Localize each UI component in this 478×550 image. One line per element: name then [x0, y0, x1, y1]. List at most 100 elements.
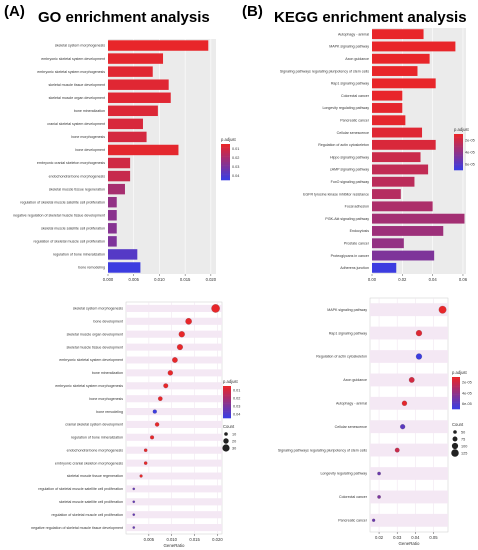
kegg-bar-category-label: Signaling pathways regulating pluripoten… [280, 69, 369, 73]
go-dot-size-legend-label: 30 [232, 446, 236, 450]
kegg-dot-colorbar-segment [452, 401, 460, 403]
kegg-bar-bar [372, 29, 424, 40]
go-dot-dot [167, 370, 173, 376]
kegg-dot-colorbar-segment [452, 380, 460, 383]
kegg-dot-size-legend-label: 100 [461, 444, 467, 448]
go-bar-category-label: bone morphogenesis [71, 135, 105, 139]
go-dot-chart: skeletal system morphogenesis bone develo… [31, 301, 240, 548]
kegg-bar-colorbar-segment [454, 161, 463, 164]
go-bar-category-label: regulation of bone mineralization [53, 253, 105, 257]
go-dot-x-tick-label: 0.010 [166, 537, 177, 542]
go-dot-x-tick-label: 0.015 [189, 537, 200, 542]
go-dot-colorbar-segment [223, 390, 231, 393]
kegg-bar-legend-title: p.adjust [454, 127, 470, 132]
go-dot-category-label: regulation of bone mineralization [71, 436, 123, 440]
kegg-bar-colorbar-segment [454, 168, 463, 171]
go-dot-category-label: regulation of skeletal muscle satellite … [38, 487, 123, 491]
kegg-dot-category-label: Colorectal cancer [339, 495, 368, 499]
go-dot-colorbar-tick: 0.02 [233, 396, 240, 400]
kegg-bar-colorbar-tick: 2e-05 [465, 138, 475, 142]
kegg-bar-bar [372, 152, 421, 163]
kegg-bar-category-label: Adherens junction [340, 266, 369, 270]
go-dot-category-label: bone mineralization [92, 371, 123, 375]
go-bar-x-tick-label: 0.010 [154, 277, 165, 282]
kegg-dot-colorbar-segment [452, 381, 460, 384]
go-dot-dot [132, 526, 136, 529]
kegg-dot-legend-title: p.adjust [452, 370, 468, 375]
kegg-dot-dot [415, 330, 423, 337]
go-dot-category-label: bone development [93, 320, 123, 324]
go-dot-plot-background [125, 301, 223, 535]
kegg-dot-category-label: Rap1 signaling pathway [329, 331, 367, 335]
go-dot-colorbar-segment [223, 397, 231, 400]
kegg-bar-bar [372, 66, 418, 76]
kegg-bar-bar [372, 127, 423, 138]
go-bar-colorbar-tick: 0.02 [232, 156, 239, 160]
go-dot-colorbar-segment [223, 402, 231, 404]
go-dot-dot [139, 474, 143, 478]
go-bar-bar [108, 131, 147, 143]
kegg-dot-dot [408, 377, 415, 383]
kegg-bar-category-label: cAMP signaling pathway [330, 168, 369, 172]
go-dot-dot [132, 487, 136, 491]
kegg-bar-bar [372, 90, 403, 101]
kegg-bar-category-label: FoxO signaling pathway [331, 180, 370, 184]
go-dot-category-label: skeletal muscle tissue development [66, 345, 123, 349]
go-bar-colorbar-segment [221, 162, 230, 165]
go-dot-dot [158, 396, 163, 401]
kegg-dot-colorbar-segment [452, 396, 460, 399]
go-bar-bar [108, 196, 117, 208]
kegg-dot-colorbar-segment [452, 377, 460, 379]
kegg-dot-size-legend-dot [453, 430, 457, 434]
go-dot-colorbar-segment [223, 411, 231, 414]
go-dot-size-legend-title: Count [223, 424, 235, 429]
go-bar-plot-background [108, 39, 216, 274]
go-bar-bar [108, 92, 171, 103]
go-dot-colorbar-segment [223, 386, 231, 388]
go-bar-colorbar-segment [221, 178, 230, 181]
kegg-bar-bar [372, 78, 436, 89]
kegg-dot-dot [394, 447, 400, 453]
kegg-bar-category-label: PI3K-Akt signaling pathway [325, 217, 369, 221]
go-bar-bar [108, 183, 125, 195]
kegg-bar-colorbar-segment [454, 155, 463, 158]
kegg-bar-colorbar-segment [454, 150, 463, 153]
kegg-dot-colorbar-segment [452, 405, 460, 408]
kegg-dot-x-tick-label: 0.05 [429, 535, 438, 540]
go-dot-colorbar-segment [223, 403, 231, 406]
go-bar-category-label: skeletal muscle satellite cell prolifera… [41, 227, 105, 231]
go-bar-colorbar-tick: 0.03 [232, 165, 239, 169]
kegg-dot-size-legend-title: Count [452, 422, 464, 427]
go-dot-colorbar-segment [223, 406, 231, 409]
kegg-bar-bar [372, 139, 436, 150]
kegg-bar-colorbar-segment [454, 146, 463, 149]
go-bar-colorbar-segment [221, 158, 230, 161]
go-dot-category-label: bone morphogenesis [89, 397, 123, 401]
go-dot-x-tick-label: 0.005 [144, 537, 155, 542]
kegg-dot-colorbar-segment [452, 385, 460, 387]
kegg-dot-size-legend-dot [451, 442, 459, 450]
go-bar-bar [108, 157, 131, 169]
kegg-dot-category-label: Longevity regulating pathway [320, 472, 367, 476]
kegg-dot-colorbar-segment [452, 397, 460, 400]
kegg-dot-colorbar-segment [452, 391, 460, 394]
kegg-bar-colorbar-segment [454, 135, 463, 138]
go-bar-bar [108, 105, 158, 117]
go-bar-x-tick-label: 0.020 [206, 277, 217, 282]
go-dot-category-label: bone remodeling [96, 410, 123, 414]
kegg-bar-category-label: MAPK signaling pathway [329, 45, 369, 49]
go-bar-colorbar-segment [221, 165, 230, 168]
go-dot-category-label: skeletal muscle tissue regeneration [67, 474, 123, 478]
go-dot-dot [185, 318, 192, 325]
go-dot-colorbar-segment [223, 395, 231, 398]
kegg-dot-colorbar-segment [452, 394, 460, 397]
kegg-bar-category-label: Prostate cancer [344, 241, 370, 245]
go-bar-legend-title: p.adjust [221, 137, 237, 142]
kegg-dot-x-axis-title: GeneRatio [399, 541, 421, 546]
go-bar-colorbar-segment [221, 147, 230, 150]
kegg-bar-x-tick-label: 0.04 [429, 277, 438, 282]
go-dot-dot [150, 435, 155, 440]
go-dot-size-legend-label: 20 [232, 439, 236, 443]
kegg-bar-bar [372, 176, 415, 187]
kegg-dot-category-label: Pancreatic cancer [338, 519, 368, 523]
